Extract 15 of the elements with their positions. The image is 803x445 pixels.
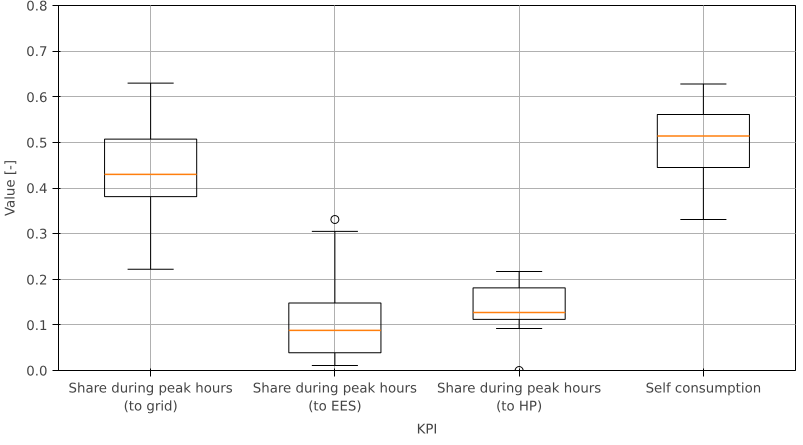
x-tick-label: Share during peak hours (to HP) [437, 382, 602, 414]
y-tick-label: 0.6 [26, 90, 48, 106]
y-axis-title: Value [-] [3, 160, 18, 216]
x-tick-label: Share during peak hours (to grid) [68, 382, 233, 414]
y-tick-label: 0.2 [26, 273, 48, 288]
x-tick-label: Share during peak hours (to EES) [252, 382, 418, 414]
y-tick-label: 0.8 [26, 0, 48, 14]
y-tick-label: 0.0 [26, 364, 48, 380]
x-tick-label: Self consumption [646, 382, 762, 396]
y-tick-label: 0.5 [26, 136, 48, 152]
y-tick-label: 0.3 [26, 228, 48, 243]
x-axis-title: KPI [416, 422, 438, 438]
y-tick-label: 0.4 [26, 182, 48, 197]
y-tick-label: 0.1 [26, 318, 48, 334]
y-tick-label: 0.7 [26, 45, 48, 60]
